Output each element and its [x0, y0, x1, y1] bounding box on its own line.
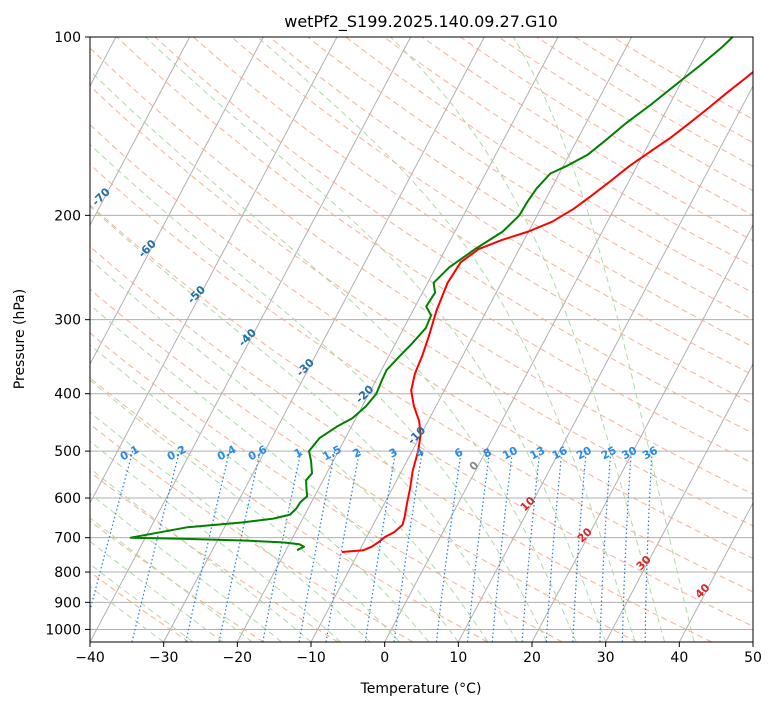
x-tick-label: −10: [296, 650, 326, 666]
moist-adiabat: [90, 143, 548, 642]
moist-adiabat: [512, 37, 695, 642]
moist-adiabat: [90, 563, 194, 642]
mixing-ratio-label: 10: [500, 444, 520, 463]
moist-adiabat: [90, 69, 577, 642]
moist-adiabat: [90, 258, 489, 642]
moist-adiabats: [90, 37, 695, 642]
dry-adiabat: [192, 37, 753, 405]
x-tick-label: 20: [523, 650, 541, 666]
plot-frame: [89, 36, 754, 643]
y-tick-label: 700: [54, 531, 81, 547]
moist-adiabat: [257, 37, 636, 642]
dry-adiabat: [90, 47, 753, 495]
y-tick-label: 500: [54, 444, 81, 460]
dry-adiabat: [345, 37, 753, 294]
isotherm-line: [163, 37, 485, 642]
x-tick-label: −40: [75, 650, 105, 666]
x-tick-label: 50: [744, 650, 762, 666]
y-tick-label: 1000: [45, 622, 81, 638]
moist-adiabat: [90, 585, 164, 642]
isotherm-line: [90, 37, 412, 642]
moist-adiabat: [90, 411, 371, 642]
mixing-ratio-lines: [90, 450, 653, 642]
dry-adiabat: [231, 37, 753, 376]
isotherm-line: [384, 37, 706, 642]
y-axis-label: Pressure (hPa): [12, 289, 28, 389]
isotherm-line: [531, 223, 753, 642]
moist-adiabat: [90, 467, 312, 642]
isotherm-line: [605, 362, 753, 642]
y-tick-label: 300: [54, 313, 81, 329]
x-tick-label: 0: [380, 650, 389, 666]
x-axis-label: Temperature (°C): [360, 681, 482, 697]
y-tick-label: 900: [54, 595, 81, 611]
y-tick-label: 600: [54, 491, 81, 507]
mixing-ratio-line: [298, 450, 336, 642]
dry-adiabat: [116, 37, 753, 464]
mixing-ratio-line: [393, 451, 423, 642]
mixing-ratio-label: 13: [528, 444, 548, 463]
dry-adiabat: [421, 37, 753, 242]
moist-adiabat: [90, 304, 459, 642]
dry-adiabat: [154, 37, 753, 434]
dewpoint-series-line: [129, 37, 734, 552]
dry-adiabat: [90, 332, 563, 642]
isotherm-line: [457, 84, 753, 642]
dry-adiabat: [90, 288, 638, 642]
isotherm-line: [90, 37, 264, 366]
dry-adiabat: [90, 163, 753, 593]
mixing-ratio-line: [262, 450, 302, 642]
mixing-ratio-line: [185, 450, 231, 642]
sounding-series: [129, 37, 753, 553]
mixing-ratio-label: 30: [620, 444, 640, 463]
x-axis-ticks: −40 −30 −20 −10 0 10 20 30 40 50: [75, 642, 762, 666]
moist-adiabat: [390, 37, 666, 642]
y-tick-label: 800: [54, 565, 81, 581]
mixing-ratio-line: [466, 451, 491, 642]
mixing-ratio-label: 20: [574, 444, 594, 463]
mixing-ratio-label: 16: [550, 444, 570, 463]
chart-title: wetPf2_S199.2025.140.09.27.G10: [284, 12, 558, 32]
mixing-ratio-line: [364, 451, 397, 642]
isotherm-line: [90, 37, 338, 505]
moist-adiabat: [90, 379, 400, 642]
x-tick-label: 40: [670, 650, 688, 666]
y-tick-label: 200: [54, 208, 81, 224]
isotherm-line: [90, 37, 191, 227]
mixing-ratio-line: [131, 450, 181, 642]
isotherm-line: [236, 37, 559, 642]
moist-adiabat: [90, 205, 518, 642]
mixing-ratio-line: [435, 451, 462, 642]
moist-adiabat: [145, 37, 607, 642]
moist-adiabat: [90, 344, 430, 642]
temperature-series-line: [341, 70, 753, 553]
isotherm-grid: [90, 37, 753, 642]
mixing-ratio-line: [218, 450, 261, 642]
dry-adiabat: [90, 124, 753, 560]
y-tick-label: 400: [54, 387, 81, 403]
x-tick-label: −20: [223, 650, 253, 666]
mixing-ratio-line: [325, 450, 361, 642]
dry-adiabat: [90, 85, 753, 527]
dry-adiabat: [383, 37, 753, 267]
x-tick-label: 10: [449, 650, 467, 666]
moist-adiabat: [90, 440, 341, 642]
y-tick-label: 100: [54, 30, 81, 46]
dry-adiabat: [307, 37, 753, 321]
mixing-ratio-label: 25: [599, 444, 619, 463]
isotherm-line: [678, 501, 753, 642]
x-tick-label: −30: [149, 650, 179, 666]
mixing-ratio-label: 36: [640, 444, 660, 463]
dry-adiabat: [269, 37, 753, 348]
y-axis-ticks: 100 200 300 400 500 600 700 800 900 1000: [45, 30, 90, 638]
dry-adiabat: [90, 204, 753, 627]
x-tick-label: 30: [597, 650, 615, 666]
dry-adiabat: [90, 245, 712, 642]
